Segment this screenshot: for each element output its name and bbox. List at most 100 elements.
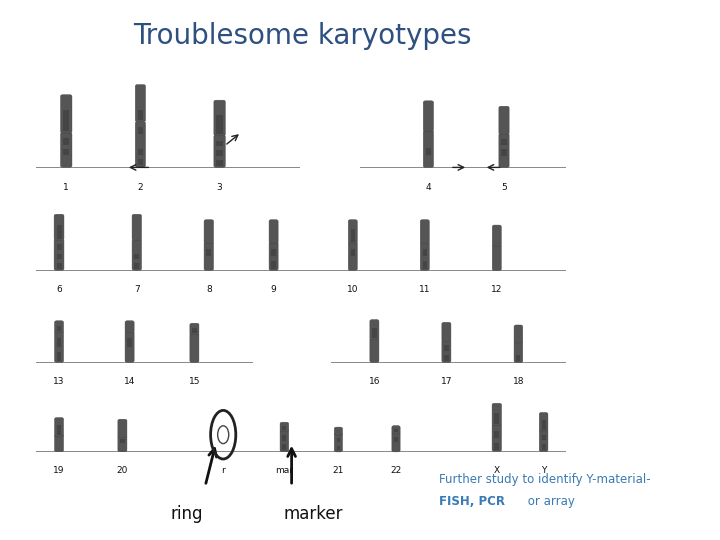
- Text: or array: or array: [524, 495, 575, 508]
- FancyBboxPatch shape: [118, 419, 127, 437]
- FancyBboxPatch shape: [54, 214, 64, 240]
- Text: 10: 10: [347, 285, 359, 294]
- FancyBboxPatch shape: [204, 220, 214, 244]
- FancyBboxPatch shape: [499, 106, 509, 134]
- FancyBboxPatch shape: [55, 321, 63, 333]
- FancyBboxPatch shape: [138, 110, 143, 120]
- FancyBboxPatch shape: [214, 100, 225, 136]
- FancyBboxPatch shape: [217, 160, 222, 166]
- FancyBboxPatch shape: [514, 341, 523, 362]
- FancyBboxPatch shape: [269, 242, 278, 271]
- FancyBboxPatch shape: [444, 355, 449, 361]
- FancyBboxPatch shape: [492, 403, 502, 426]
- FancyBboxPatch shape: [337, 446, 340, 450]
- FancyBboxPatch shape: [501, 139, 507, 145]
- FancyBboxPatch shape: [442, 322, 451, 341]
- FancyBboxPatch shape: [271, 261, 276, 269]
- FancyBboxPatch shape: [54, 239, 64, 271]
- FancyBboxPatch shape: [348, 242, 357, 271]
- Text: FISH, PCR: FISH, PCR: [439, 495, 505, 508]
- Text: 4: 4: [426, 183, 431, 192]
- Text: 17: 17: [441, 377, 452, 386]
- Text: Further study to identify Y-material-: Further study to identify Y-material-: [439, 472, 651, 485]
- FancyBboxPatch shape: [541, 435, 546, 441]
- FancyBboxPatch shape: [271, 248, 276, 256]
- FancyBboxPatch shape: [138, 148, 143, 155]
- FancyBboxPatch shape: [282, 444, 287, 450]
- FancyBboxPatch shape: [495, 443, 499, 450]
- Text: 5: 5: [501, 183, 507, 192]
- Text: Y: Y: [541, 466, 546, 475]
- FancyBboxPatch shape: [55, 417, 63, 436]
- FancyBboxPatch shape: [127, 338, 132, 347]
- FancyBboxPatch shape: [57, 225, 61, 239]
- FancyBboxPatch shape: [370, 338, 379, 362]
- FancyBboxPatch shape: [60, 94, 72, 133]
- Text: 11: 11: [419, 285, 431, 294]
- Text: Troublesome karyotypes: Troublesome karyotypes: [133, 22, 472, 50]
- Text: 22: 22: [390, 466, 402, 475]
- FancyBboxPatch shape: [190, 333, 199, 362]
- FancyBboxPatch shape: [269, 220, 278, 244]
- Text: 21: 21: [333, 466, 344, 475]
- Text: 19: 19: [53, 466, 65, 475]
- FancyBboxPatch shape: [514, 325, 523, 343]
- Text: 7: 7: [134, 285, 140, 294]
- Text: 14: 14: [124, 377, 135, 386]
- FancyBboxPatch shape: [132, 239, 142, 271]
- FancyBboxPatch shape: [132, 214, 142, 240]
- FancyBboxPatch shape: [372, 328, 377, 338]
- Text: 13: 13: [53, 377, 65, 386]
- FancyBboxPatch shape: [204, 242, 214, 271]
- FancyBboxPatch shape: [420, 220, 429, 244]
- FancyBboxPatch shape: [190, 323, 199, 335]
- FancyBboxPatch shape: [282, 426, 287, 430]
- FancyBboxPatch shape: [192, 328, 197, 333]
- FancyBboxPatch shape: [57, 426, 61, 435]
- FancyBboxPatch shape: [217, 115, 222, 134]
- FancyBboxPatch shape: [135, 85, 145, 122]
- FancyBboxPatch shape: [334, 433, 343, 452]
- FancyBboxPatch shape: [282, 435, 287, 441]
- FancyBboxPatch shape: [57, 326, 61, 331]
- FancyBboxPatch shape: [392, 432, 400, 452]
- FancyBboxPatch shape: [57, 338, 61, 347]
- FancyBboxPatch shape: [207, 248, 211, 256]
- Text: 18: 18: [513, 377, 524, 386]
- FancyBboxPatch shape: [541, 420, 546, 429]
- FancyBboxPatch shape: [125, 331, 134, 362]
- Text: 1: 1: [63, 183, 69, 192]
- FancyBboxPatch shape: [135, 122, 145, 167]
- FancyBboxPatch shape: [217, 150, 222, 156]
- Text: 15: 15: [189, 377, 200, 386]
- FancyBboxPatch shape: [423, 101, 433, 131]
- FancyBboxPatch shape: [337, 437, 340, 442]
- FancyBboxPatch shape: [351, 248, 355, 256]
- FancyBboxPatch shape: [351, 230, 355, 242]
- FancyBboxPatch shape: [135, 263, 139, 269]
- FancyBboxPatch shape: [125, 321, 134, 333]
- FancyBboxPatch shape: [539, 429, 548, 451]
- FancyBboxPatch shape: [280, 422, 289, 431]
- FancyBboxPatch shape: [57, 263, 61, 269]
- FancyBboxPatch shape: [420, 242, 429, 271]
- FancyBboxPatch shape: [442, 340, 451, 362]
- FancyBboxPatch shape: [395, 429, 397, 433]
- FancyBboxPatch shape: [516, 355, 521, 361]
- FancyBboxPatch shape: [138, 127, 143, 134]
- FancyBboxPatch shape: [499, 133, 509, 167]
- FancyBboxPatch shape: [63, 138, 69, 145]
- FancyBboxPatch shape: [120, 440, 125, 443]
- FancyBboxPatch shape: [60, 132, 72, 167]
- Text: 3: 3: [217, 183, 222, 192]
- FancyBboxPatch shape: [57, 244, 61, 250]
- Text: marker: marker: [284, 505, 343, 523]
- Text: 12: 12: [491, 285, 503, 294]
- FancyBboxPatch shape: [495, 431, 499, 438]
- Text: 9: 9: [271, 285, 276, 294]
- FancyBboxPatch shape: [495, 413, 499, 424]
- Ellipse shape: [217, 426, 229, 444]
- FancyBboxPatch shape: [423, 131, 433, 167]
- Text: X: X: [494, 466, 500, 475]
- FancyBboxPatch shape: [501, 150, 507, 156]
